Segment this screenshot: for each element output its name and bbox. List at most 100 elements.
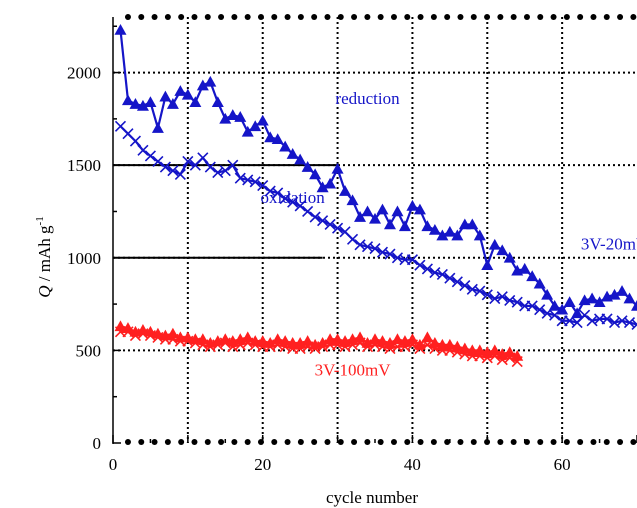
red-oxidation-point xyxy=(511,355,523,368)
blue-oxidation-point xyxy=(227,159,239,171)
x-tick-label: 60 xyxy=(554,455,571,474)
top-border-dot xyxy=(523,14,530,20)
blue-reduction-point xyxy=(324,177,337,189)
bottom-border-dot xyxy=(311,439,318,445)
bottom-border-dot xyxy=(603,439,610,445)
blue-oxidation-point xyxy=(204,161,216,173)
blue-oxidation-point xyxy=(137,144,149,156)
bottom-border-dot xyxy=(590,439,597,445)
top-border-dot xyxy=(337,14,344,20)
top-border-dot xyxy=(311,14,318,20)
blue-reduction-point xyxy=(473,229,486,241)
top-border-dot xyxy=(244,14,251,20)
x-tick-label: 0 xyxy=(109,455,118,474)
bottom-border-dot xyxy=(470,439,477,445)
blue-reduction-point xyxy=(249,120,262,132)
bottom-border-dot xyxy=(124,439,131,445)
blue-oxidation-point xyxy=(332,222,344,234)
top-border-dot xyxy=(218,14,225,20)
blue-reduction-point xyxy=(391,205,404,217)
top-border-dot xyxy=(563,14,570,20)
top-border-dot xyxy=(630,14,637,20)
blue-reduction-point xyxy=(451,229,464,241)
top-border-dot xyxy=(284,14,291,20)
blue-reduction-point xyxy=(541,288,554,300)
y-axis-unit: / mAh g xyxy=(35,225,54,285)
bottom-border-dot xyxy=(178,439,185,445)
blue-oxidation-point xyxy=(436,268,448,281)
blue-oxidation-point xyxy=(414,259,426,271)
top-border-dot xyxy=(324,14,331,20)
x-axis-title: cycle number xyxy=(326,488,418,507)
blue-oxidation-point xyxy=(481,289,493,301)
bottom-border-dot xyxy=(271,439,278,445)
top-border-dot xyxy=(390,14,397,20)
bottom-border-dot xyxy=(138,439,145,445)
blue-reduction-point xyxy=(121,94,134,106)
bottom-border-dot xyxy=(390,439,397,445)
top-border-dot xyxy=(271,14,278,20)
bottom-border-dot xyxy=(151,439,158,445)
blue-reduction-point xyxy=(623,292,636,304)
blue-oxidation-point xyxy=(197,152,209,164)
blue-oxidation-point xyxy=(129,135,142,147)
blue-reduction-point xyxy=(421,220,434,232)
blue-oxidation-point xyxy=(579,309,591,321)
top-border-dot xyxy=(417,14,424,20)
blue-reduction-point xyxy=(608,288,621,300)
bottom-border-dot xyxy=(630,439,637,445)
bottom-border-dot xyxy=(377,439,384,445)
red-oxidation-point xyxy=(354,337,366,349)
bottom-border-dot xyxy=(337,439,344,445)
blue-oxidation-point xyxy=(631,318,637,331)
top-border-dot xyxy=(470,14,477,20)
blue-reduction-point xyxy=(361,205,374,217)
top-border-dot xyxy=(510,14,517,20)
blue-reduction-point xyxy=(331,162,344,174)
blue-reduction-point xyxy=(481,259,494,270)
top-border-dot xyxy=(138,14,145,20)
y-axis-title: Q / mAh g-1 xyxy=(34,216,54,297)
blue-reduction-point xyxy=(616,285,629,296)
top-border-dot xyxy=(204,14,211,20)
top-border-dot xyxy=(351,14,358,20)
blue-reduction-point xyxy=(114,23,127,35)
blue-oxidation-point xyxy=(601,313,613,325)
blue-reduction-point xyxy=(413,203,426,215)
bottom-border-dot xyxy=(204,439,211,445)
blue-reduction-point xyxy=(136,99,149,111)
blue-reduction-point xyxy=(226,109,239,120)
blue-oxidation-point xyxy=(294,200,306,212)
blue-oxidation-point xyxy=(369,242,381,255)
blue-oxidation-point xyxy=(257,179,269,192)
blue-reduction-point xyxy=(294,153,307,165)
blue-oxidation-point xyxy=(174,168,186,181)
top-border-dot xyxy=(231,14,238,20)
top-border-dot xyxy=(297,14,304,20)
series-layer xyxy=(114,23,637,368)
blue-oxidation-point xyxy=(459,279,471,292)
top-border-dot xyxy=(191,14,198,20)
red-oxidation-point xyxy=(406,339,418,351)
blue-reduction-point xyxy=(518,262,531,274)
y-tick-label: 500 xyxy=(76,341,102,360)
red-oxidation-point xyxy=(421,339,433,351)
border-dots xyxy=(124,14,637,445)
top-border-dot xyxy=(444,14,451,20)
blue-reduction-point xyxy=(129,98,142,109)
x-tick-label: 40 xyxy=(404,455,421,474)
top-border-dot xyxy=(364,14,371,20)
blue-reduction-point xyxy=(533,277,546,289)
blue-oxidation-point xyxy=(526,300,538,312)
top-border-dot xyxy=(577,14,584,20)
bottom-border-dot xyxy=(324,439,331,445)
blue-reduction-point xyxy=(174,85,187,96)
top-border-dot xyxy=(590,14,597,20)
top-border-dot xyxy=(377,14,384,20)
top-border-dot xyxy=(457,14,464,20)
blue-oxidation-point xyxy=(152,155,164,168)
blue-reduction-point xyxy=(369,212,381,224)
top-border-dot xyxy=(484,14,491,20)
bottom-border-dot xyxy=(231,439,238,445)
